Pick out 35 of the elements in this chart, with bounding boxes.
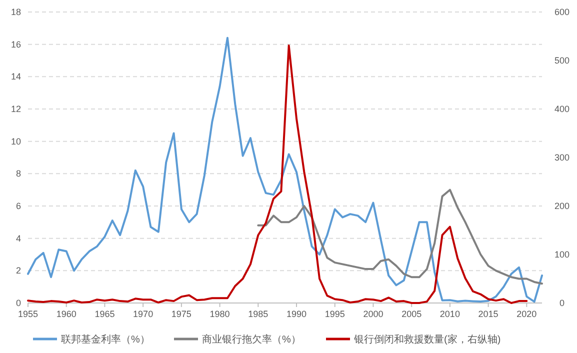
y-tick-label: 2	[16, 266, 21, 276]
legend-label: 联邦基金利率（%）	[61, 334, 150, 346]
x-tick-label: 1960	[56, 309, 76, 319]
x-tick-label: 2015	[478, 309, 498, 319]
x-tick-label: 1990	[286, 309, 307, 319]
y-tick-label: 16	[10, 39, 21, 50]
x-tick-label: 1995	[324, 309, 345, 319]
y-tick-label: 10	[10, 136, 21, 146]
x-tick-label: 1985	[248, 309, 268, 319]
y-tick-label: 18	[10, 7, 21, 17]
y2-tick-label: 500	[554, 56, 570, 66]
y-tick-label: 8	[16, 168, 21, 179]
y2-tick-label: 0	[559, 298, 565, 308]
y-tick-label: 6	[16, 201, 21, 211]
legend-label: 商业银行拖欠率（%）	[202, 334, 301, 346]
y-tick-label: 14	[10, 72, 21, 82]
x-tick-label: 1970	[133, 309, 154, 319]
x-tick-label: 1965	[94, 309, 115, 319]
x-tick-label: 1975	[171, 309, 192, 319]
x-tick-label: 2005	[402, 309, 422, 319]
y2-tick-label: 400	[554, 104, 570, 114]
y2-tick-label: 200	[554, 201, 570, 211]
y2-tick-label: 100	[554, 250, 570, 260]
legend-label: 银行倒闭和救援数量(家，右纵轴)	[353, 334, 501, 346]
x-tick-label: 1980	[210, 309, 230, 319]
x-tick-label: 2000	[363, 309, 384, 319]
x-tick-label: 2020	[516, 309, 537, 319]
y2-tick-label: 300	[554, 152, 570, 162]
y-tick-label: 4	[16, 233, 21, 244]
y-tick-label: 0	[16, 298, 21, 308]
x-tick-label: 1955	[18, 309, 38, 319]
y2-tick-label: 600	[554, 7, 570, 17]
y-tick-label: 12	[10, 104, 21, 114]
line-series	[257, 188, 543, 285]
x-tick-label: 2010	[440, 309, 460, 319]
